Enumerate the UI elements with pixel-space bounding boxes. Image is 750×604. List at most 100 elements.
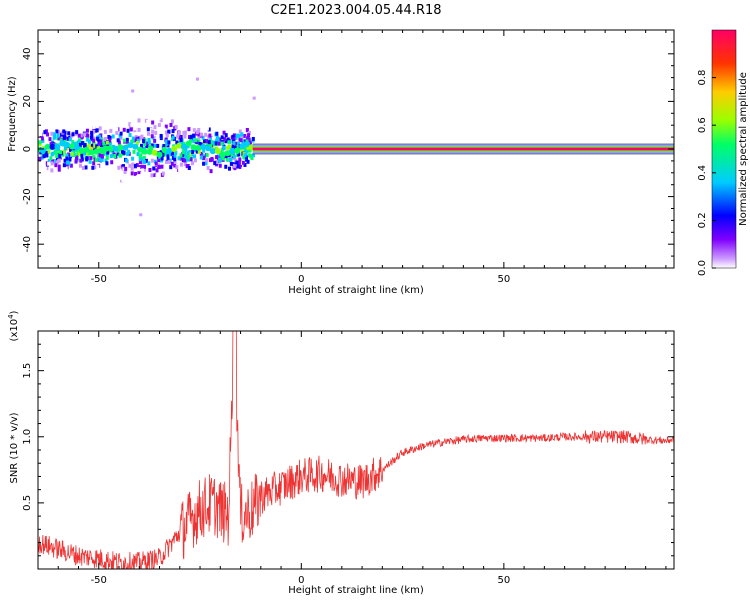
- spectrogram-cell: [197, 132, 201, 137]
- spectrogram-cell: [62, 163, 66, 168]
- spectrogram-cell: [157, 122, 161, 127]
- spectrogram-cell: [172, 169, 176, 174]
- spectrogram-cell: [83, 151, 87, 156]
- spectrogram-cell: [226, 125, 230, 130]
- spectrogram-cell: [215, 170, 219, 175]
- spectrogram-blob: [214, 148, 221, 155]
- spectrogram-cell: [152, 166, 156, 171]
- spectrogram-cell: [231, 134, 235, 139]
- spectrogram-cell: [47, 131, 51, 136]
- spectrogram-cell: [99, 139, 103, 144]
- spectrogram-cell: [192, 154, 196, 159]
- spectrogram-cell: [90, 143, 94, 148]
- spectrogram-cell: [78, 163, 82, 168]
- spectrogram-cell: [83, 132, 87, 137]
- spectrogram-cell: [130, 117, 134, 122]
- spectrogram-cell: [38, 156, 42, 161]
- spectrogram-cell: [237, 152, 241, 157]
- colorbar-tick-label: 0.2: [697, 212, 708, 228]
- spectrogram-cell: [98, 152, 102, 157]
- spectrogram-cell: [62, 137, 66, 142]
- spectrogram-cell: [43, 166, 47, 171]
- spectrogram-cell: [87, 139, 91, 144]
- spectrogram-cell: [176, 134, 180, 139]
- spectrogram-cell: [151, 129, 155, 134]
- spectrogram-cell: [146, 119, 150, 124]
- spectrogram-cell: [100, 142, 104, 147]
- spectrogram-cell: [105, 155, 109, 160]
- spectrogram-blob: [190, 144, 197, 151]
- spectrogram-cell: [222, 130, 226, 135]
- spectrogram-cell: [154, 161, 158, 166]
- spectrogram-cell: [93, 143, 97, 148]
- spectrogram-cell: [201, 135, 205, 140]
- spectrogram-cell: [215, 131, 219, 136]
- spectrogram-cell: [125, 137, 129, 142]
- spectrogram-cell: [89, 135, 93, 140]
- spectrogram-cell: [133, 126, 137, 131]
- spectrogram-cell: [120, 150, 124, 155]
- spectrogram-cell: [222, 145, 226, 150]
- spectrogram-cell: [79, 133, 83, 138]
- spectrogram-cell: [244, 155, 248, 160]
- spectrogram-cell: [192, 128, 196, 133]
- spectrogram-cell: [129, 127, 133, 132]
- spectrogram-cell: [109, 128, 113, 133]
- spectrogram-cell: [197, 150, 201, 155]
- spectrogram-blob: [180, 143, 187, 150]
- spectrogram-cell: [169, 122, 173, 127]
- spectrogram-cell: [91, 165, 95, 170]
- spectrogram-blob: [44, 143, 51, 150]
- spectrogram-cell: [143, 142, 147, 147]
- spectrogram-cell: [247, 130, 251, 135]
- spectrogram-cell: [128, 163, 132, 168]
- spectrogram-cell: [179, 135, 183, 140]
- spectrogram-cell: [150, 173, 154, 178]
- spectrogram-cell: [174, 119, 178, 124]
- spectrogram-cell: [153, 159, 157, 164]
- spectrogram-cell: [136, 138, 140, 143]
- x-tick-label: -50: [91, 575, 107, 586]
- spectrogram-cell: [167, 159, 171, 164]
- spectrogram-cell: [223, 137, 227, 142]
- spectrogram-cell: [233, 166, 237, 171]
- spectrogram-cell: [55, 153, 59, 158]
- spectrogram-cell: [92, 129, 96, 134]
- spectrogram-cell: [96, 136, 100, 141]
- spectrogram-cell: [54, 158, 58, 163]
- spectrogram-cell: [117, 140, 121, 145]
- spectrogram-cell: [98, 134, 102, 139]
- spectrogram-cell: [213, 161, 217, 166]
- spectrogram-cell: [62, 129, 66, 134]
- spectrogram-cell: [186, 151, 190, 156]
- spectrogram-cell: [205, 158, 209, 163]
- spectrogram-cell: [93, 165, 97, 170]
- spectrogram-cell: [59, 150, 63, 155]
- snr-frame: [37, 330, 675, 570]
- spectrogram-cell: [197, 139, 201, 144]
- spectrogram-cell: [72, 152, 76, 157]
- spectrogram-cell: [119, 131, 123, 136]
- spectrogram-cell: [238, 157, 242, 162]
- spectrogram-cell: [50, 168, 54, 173]
- spectrogram-cell: [249, 140, 253, 145]
- spectrogram-cell: [130, 171, 134, 176]
- spectrogram-blob: [137, 146, 144, 153]
- x-tick-label: -50: [91, 274, 107, 285]
- spectrogram-cell: [63, 158, 67, 163]
- spectrogram-cell: [101, 161, 105, 166]
- spectrogram-cell: [201, 156, 205, 161]
- spectrogram-cell: [161, 152, 165, 157]
- spectrogram-blob: [107, 145, 114, 152]
- spectrogram-cell: [65, 156, 69, 161]
- spectrogram-blob: [64, 141, 71, 148]
- spectrogram-cell: [215, 155, 219, 160]
- spectrogram-cell: [49, 156, 53, 161]
- y-tick-label: 20: [22, 95, 33, 108]
- spectrogram-cell: [142, 159, 146, 164]
- spectrogram-cell: [69, 163, 73, 168]
- spectrogram-cell: [142, 139, 146, 144]
- spectrogram-cell: [179, 156, 183, 161]
- spectrogram-cell: [137, 118, 141, 123]
- spectrogram-cell: [224, 154, 228, 159]
